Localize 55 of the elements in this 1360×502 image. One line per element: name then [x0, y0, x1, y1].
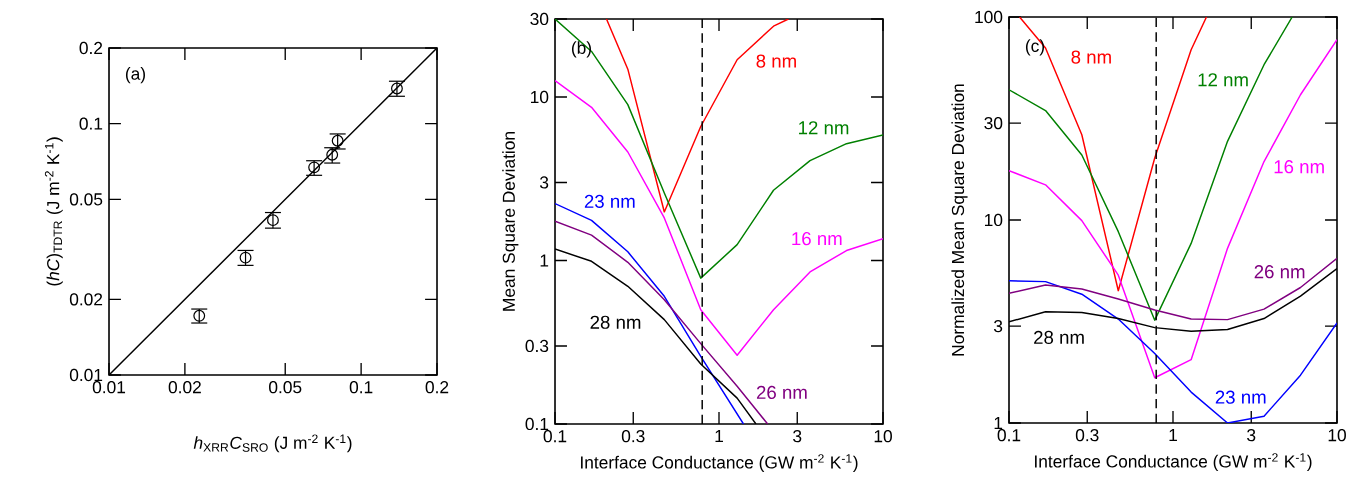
series-label: 23 nm: [584, 194, 635, 208]
x-tick-label: 0.1: [349, 381, 373, 394]
annotation: (c): [1025, 39, 1045, 56]
annotation: (b): [571, 41, 591, 58]
y-tick-label: 100: [975, 10, 1003, 24]
line-series: [1009, 38, 1337, 379]
y-tick-label: 30: [530, 12, 549, 26]
y-tick-label: 0.1: [79, 117, 103, 130]
series-label: 23 nm: [1215, 390, 1266, 404]
line-series: [1009, 257, 1337, 321]
line-series: [555, 79, 883, 357]
x-tick-label: 10: [1328, 429, 1346, 442]
y-tick-label: 0.05: [69, 193, 103, 206]
y-tick-label: 0.1: [525, 417, 549, 431]
series-label: 26 nm: [1254, 265, 1305, 279]
y-tick-label: 3: [539, 176, 549, 189]
x-tick-label: 0.01: [92, 381, 126, 394]
x-tick-label: 3: [1247, 429, 1256, 442]
y-tick-label: 3: [993, 319, 1003, 333]
x-tick-label: 10: [874, 430, 892, 443]
x-tick-label: 3: [793, 430, 802, 443]
text: h$_{XRR}$C$_{SRO}$ (J m$^{-2}$ K$^{-1}$): [193, 434, 352, 453]
x-tick-label: 0.02: [168, 381, 201, 394]
y-tick-label: 1: [540, 254, 549, 267]
y-tick-label: 0.02: [69, 293, 103, 306]
y-tick-label: 0.2: [79, 41, 103, 55]
series-label: 8 nm: [756, 54, 796, 68]
y-tick-label: 10: [985, 213, 1003, 227]
y-tick-label: 0.01: [69, 368, 103, 382]
series-label: 26 nm: [756, 385, 807, 400]
legend-label: 28 nm: [1034, 330, 1084, 345]
x-axis-title: Interface Conductance (GW m$^{-2}$ K$^{-1}$): [1035, 453, 1312, 471]
series-label: 28 nm: [590, 315, 641, 329]
series-label: 16 nm: [1274, 160, 1324, 174]
x-axis-title: Interface Conductance (GW m$^{-2}$ K$^{-1}$): [581, 454, 858, 472]
series-label: 8 nm: [1071, 50, 1111, 64]
x-tick-label: 0.05: [269, 381, 302, 394]
line-series: [1009, 280, 1337, 423]
series-label: 12 nm: [799, 121, 849, 135]
x-tick-label: 1: [1169, 429, 1177, 441]
x-tick-label: 0.2: [425, 381, 449, 394]
y-axis-title: Normalized Mean Square Deviation: [951, 84, 968, 356]
series-label: 12 nm: [1198, 73, 1248, 87]
y-tick-label: 0.3: [525, 339, 549, 353]
text: (hC)$_{TDTR}$ (J m$^{-2}$ K$^{-1}$): [44, 137, 63, 286]
x-tick-label: 0.3: [621, 430, 645, 443]
x-tick-label: 0.3: [1075, 429, 1099, 442]
y-tick-label: 10: [531, 90, 549, 104]
line-series: [555, 18, 883, 279]
y-tick-label: 30: [984, 117, 1003, 130]
series-label: 16 nm: [792, 232, 842, 246]
y-axis-title: Mean Square Deviation: [502, 132, 519, 311]
annotation: (a): [125, 67, 145, 84]
y-tick-label: 1: [994, 417, 1003, 429]
x-tick-label: 1: [715, 430, 723, 442]
